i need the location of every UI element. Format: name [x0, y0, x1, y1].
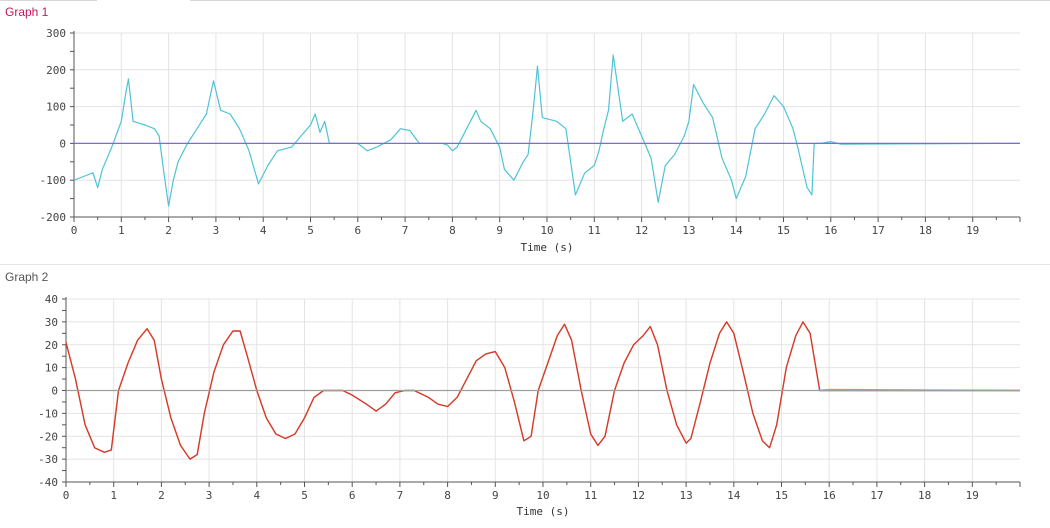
x-tick-label: 1 — [110, 489, 117, 502]
x-tick-label: 18 — [918, 489, 931, 502]
x-tick-label: 16 — [824, 224, 837, 237]
x-tick-label: 7 — [402, 224, 409, 237]
x-tick-label: 8 — [449, 224, 456, 237]
x-tick-label: 3 — [213, 224, 220, 237]
y-tick-label: 300 — [46, 27, 66, 40]
tab-underline — [0, 0, 97, 1]
graph-1-svg: 0 1 2 3 4 5 6 7 8 9 10 11 12 13 14 15 16 17 18 19-200-10001… — [40, 27, 1021, 254]
x-tick-label: 13 — [679, 489, 692, 502]
x-tick-label: 6 — [349, 489, 356, 502]
x-tick-label: 19 — [966, 224, 979, 237]
x-tick-label: 10 — [540, 224, 553, 237]
x-tick-label: 5 — [301, 489, 308, 502]
graph-1-panel: Graph 1 0 1 2 3 4 5 6 7 8 9 10 11 12 13 14 15 16 17 18 19 -2… — [0, 0, 1050, 262]
y-tick-label: -20 — [38, 430, 58, 443]
graph-1-title: Graph 1 — [5, 5, 49, 19]
y-tick-label: 0 — [59, 137, 66, 150]
x-tick-label: 3 — [206, 489, 213, 502]
ticks — [70, 32, 1021, 222]
y-tick-label: 100 — [46, 101, 66, 114]
x-tick-label: 18 — [919, 224, 932, 237]
y-tick-label: -100 — [40, 174, 67, 187]
x-tick-label: 5 — [307, 224, 314, 237]
y-tick-label: -10 — [38, 407, 58, 420]
x-tick-label: 19 — [966, 489, 979, 502]
x-tick-label: 11 — [584, 489, 597, 502]
x-tick-label: 17 — [871, 224, 884, 237]
grid — [73, 32, 1020, 218]
graph-2-svg: 0 1 2 3 4 5 6 7 8 9 10 11 12 13 14 15 16 17 18 19-40-30-20-… — [38, 293, 1021, 518]
x-tick-label: 13 — [682, 224, 695, 237]
x-tick-label: 4 — [260, 224, 267, 237]
ticks — [62, 298, 1021, 487]
y-tick-label: 10 — [45, 362, 58, 375]
x-tick-label: 15 — [775, 489, 788, 502]
x-tick-label: 6 — [354, 224, 361, 237]
x-tick-label: 14 — [730, 224, 744, 237]
y-tick-label: -30 — [38, 453, 58, 466]
tab-underline-right — [190, 0, 1050, 1]
y-tick-label: -200 — [40, 211, 67, 224]
x-tick-label: 9 — [496, 224, 503, 237]
graph-2-panel: Graph 2 0 1 2 3 4 5 6 7 8 9 10 11 12 13 14 15 16 17 18 19 -4… — [0, 265, 1050, 528]
y-tick-label: 40 — [45, 293, 58, 306]
y-tick-label: 30 — [45, 316, 58, 329]
x-tick-label: 0 — [71, 224, 78, 237]
x-axis-title: Time (s) — [517, 505, 570, 518]
x-tick-label: 15 — [777, 224, 790, 237]
x-tick-label: 12 — [635, 224, 648, 237]
panel-separator — [0, 264, 1050, 265]
y-tick-label: 200 — [46, 64, 66, 77]
x-tick-label: 7 — [397, 489, 404, 502]
y-tick-label: 20 — [45, 339, 58, 352]
y-tick-label: -40 — [38, 476, 58, 489]
x-tick-label: 2 — [158, 489, 165, 502]
series-line-filtered — [65, 321, 1020, 460]
x-tick-label: 0 — [63, 489, 70, 502]
x-tick-label: 4 — [253, 489, 260, 502]
x-tick-label: 16 — [823, 489, 836, 502]
x-tick-label: 14 — [727, 489, 741, 502]
graph-2-title: Graph 2 — [5, 270, 49, 284]
x-tick-label: 10 — [536, 489, 549, 502]
x-axis-title: Time (s) — [521, 241, 574, 254]
series-line-signal — [73, 54, 1020, 207]
x-tick-label: 9 — [492, 489, 499, 502]
x-tick-label: 8 — [444, 489, 451, 502]
x-tick-label: 1 — [118, 224, 125, 237]
x-tick-label: 12 — [632, 489, 645, 502]
x-tick-label: 2 — [165, 224, 172, 237]
x-tick-label: 11 — [588, 224, 601, 237]
y-tick-label: 0 — [51, 385, 58, 398]
x-tick-label: 17 — [870, 489, 883, 502]
